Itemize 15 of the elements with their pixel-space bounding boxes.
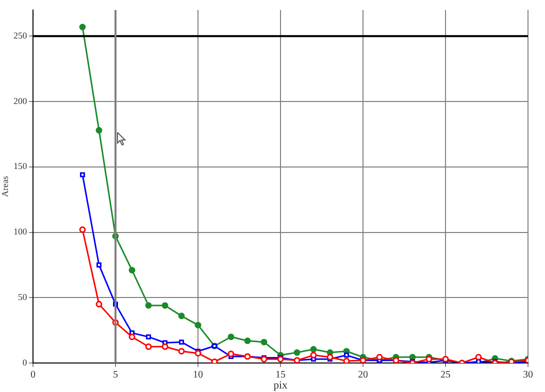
y-tick-label: 100 bbox=[14, 226, 28, 237]
y-tick-label: 0 bbox=[22, 357, 28, 368]
x-tick-label: 30 bbox=[523, 370, 533, 381]
x-axis-title: pix bbox=[273, 379, 288, 392]
x-tick-label: 25 bbox=[440, 370, 450, 381]
x-tick-label: 15 bbox=[276, 370, 286, 381]
y-tick-label: 50 bbox=[18, 292, 28, 302]
x-tick-label: 20 bbox=[358, 370, 368, 381]
y-tick-label: 250 bbox=[14, 30, 28, 41]
y-tick-label: 150 bbox=[14, 161, 28, 172]
y-axis-title: Areas bbox=[0, 176, 10, 197]
y-tick-label: 200 bbox=[14, 96, 28, 106]
x-tick-label: 0 bbox=[30, 370, 36, 381]
x-tick-label: 5 bbox=[113, 370, 118, 381]
x-tick-label: 10 bbox=[193, 370, 203, 381]
